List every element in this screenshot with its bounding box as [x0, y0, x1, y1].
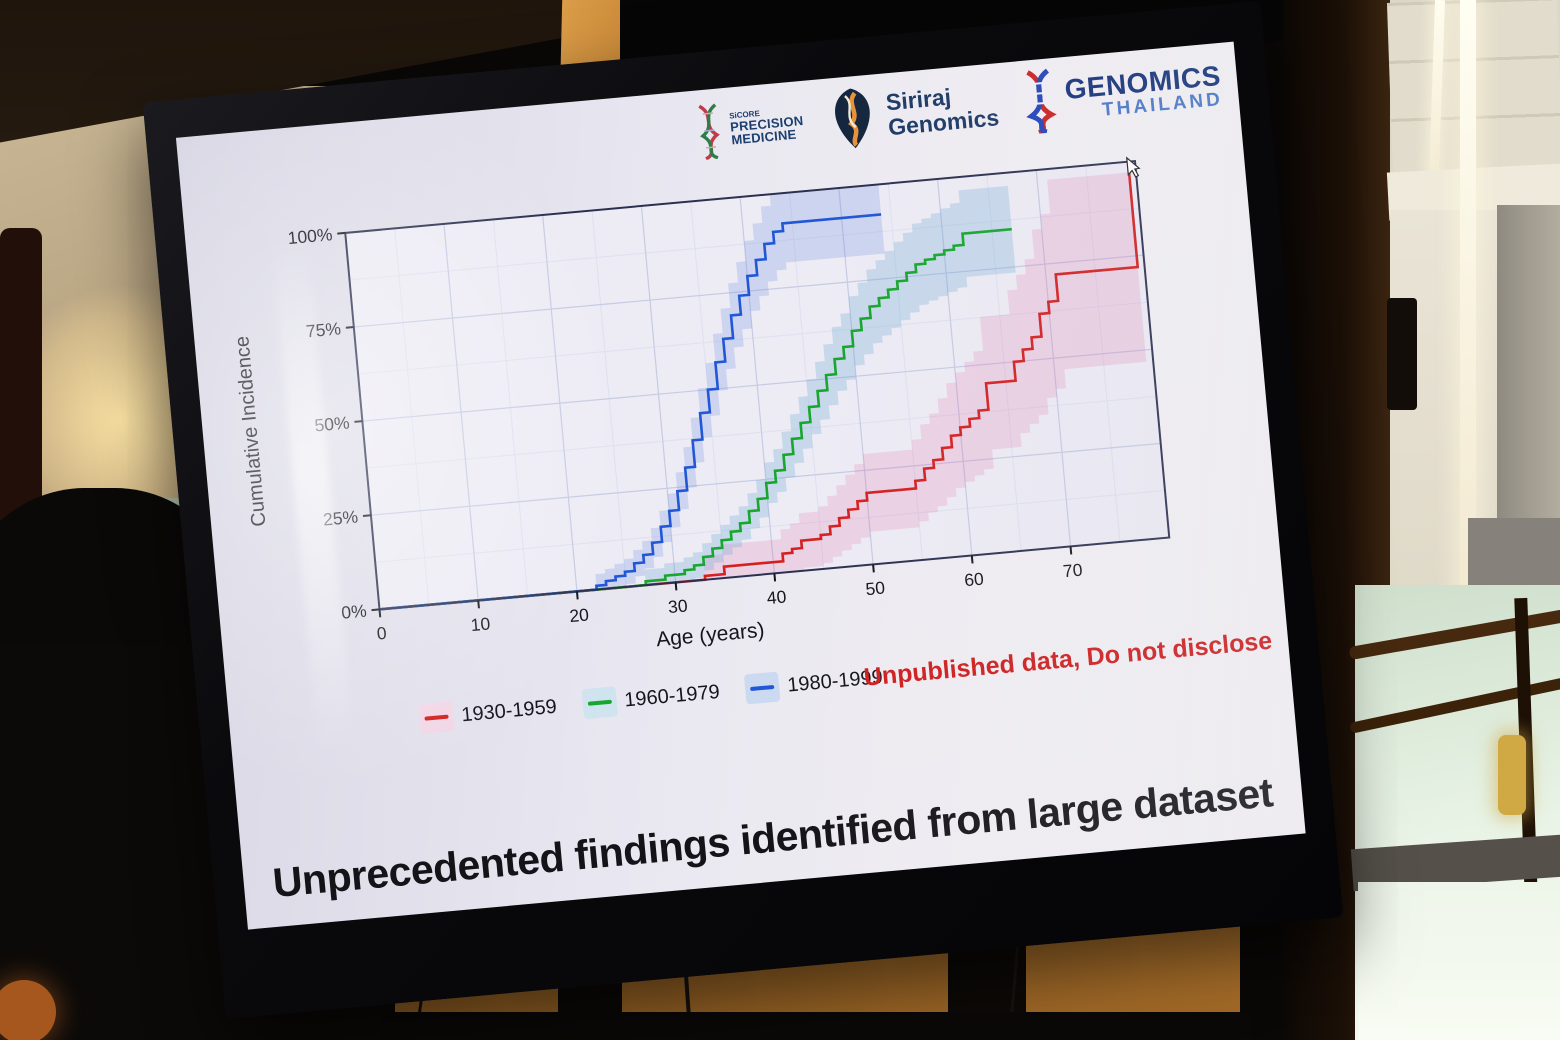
siriraj-genomics-logo: Siriraj Genomics: [825, 74, 1001, 151]
cumulative-incidence-chart: 0 10 20 30 40 50 60 70 0% 25% 50% 75% 100% Age (years…: [231, 156, 1171, 652]
legend-swatch-red: [418, 701, 455, 735]
polished-floor-reflection: [1358, 882, 1560, 1040]
svg-text:0%: 0%: [340, 601, 367, 623]
chair-highlight: [0, 980, 56, 1040]
svg-text:60: 60: [963, 568, 984, 590]
svg-text:70: 70: [1062, 560, 1083, 582]
dna-helix-icon: [1025, 68, 1057, 135]
unpublished-data-warning: Unpublished data, Do not disclose: [862, 626, 1274, 692]
y-axis-title: Cumulative Incidence: [231, 335, 270, 527]
svg-text:50: 50: [865, 577, 886, 599]
series-line: [379, 161, 1140, 611]
dna-helix-icon: [698, 103, 720, 161]
series-line: [379, 213, 882, 611]
legend-item-1960-1979: 1960-1979: [581, 677, 721, 720]
svg-text:20: 20: [569, 604, 590, 626]
legend-swatch-green: [581, 686, 618, 720]
svg-text:30: 30: [667, 595, 688, 617]
svg-text:0: 0: [376, 623, 388, 644]
confidence-band: [379, 184, 885, 610]
svg-text:10: 10: [470, 613, 491, 635]
floor: [380, 1012, 1250, 1040]
x-axis-title: Age (years): [655, 619, 765, 652]
svg-text:40: 40: [766, 586, 787, 608]
chart-legend: 1930-1959 1960-1979 1980-1999: [418, 662, 884, 735]
gray-curtain: [1497, 205, 1560, 525]
legend-label: 1960-1979: [623, 680, 721, 711]
svg-text:50%: 50%: [314, 412, 351, 435]
tv-screen: SiCORE PRECISION MEDICINE Siriraj Genomi…: [175, 41, 1306, 930]
confidence-band: [379, 185, 1016, 610]
legend-swatch-blue: [744, 671, 781, 705]
warm-light-spot: [1498, 735, 1526, 815]
legend-label: 1930-1959: [460, 695, 558, 726]
series-line: [379, 227, 1012, 611]
siriraj-leaf-icon: [835, 88, 871, 149]
legend-item-1930-1959: 1930-1959: [418, 692, 558, 735]
logo-row: SiCORE PRECISION MEDICINE Siriraj Genomi…: [694, 53, 1225, 165]
genomics-thailand-logo: GENOMICS THAILAND: [1019, 53, 1224, 135]
svg-text:100%: 100%: [287, 224, 333, 248]
confidence-band: [379, 161, 1147, 610]
mouse-cursor: [1125, 156, 1141, 178]
vertical-light-strip: [1460, 0, 1476, 625]
svg-text:75%: 75%: [305, 318, 342, 341]
tv-display: SiCORE PRECISION MEDICINE Siriraj Genomi…: [142, 1, 1344, 1019]
wall-speaker: [1387, 298, 1417, 410]
svg-text:25%: 25%: [322, 506, 359, 529]
precision-medicine-logo: SiCORE PRECISION MEDICINE: [694, 95, 806, 161]
